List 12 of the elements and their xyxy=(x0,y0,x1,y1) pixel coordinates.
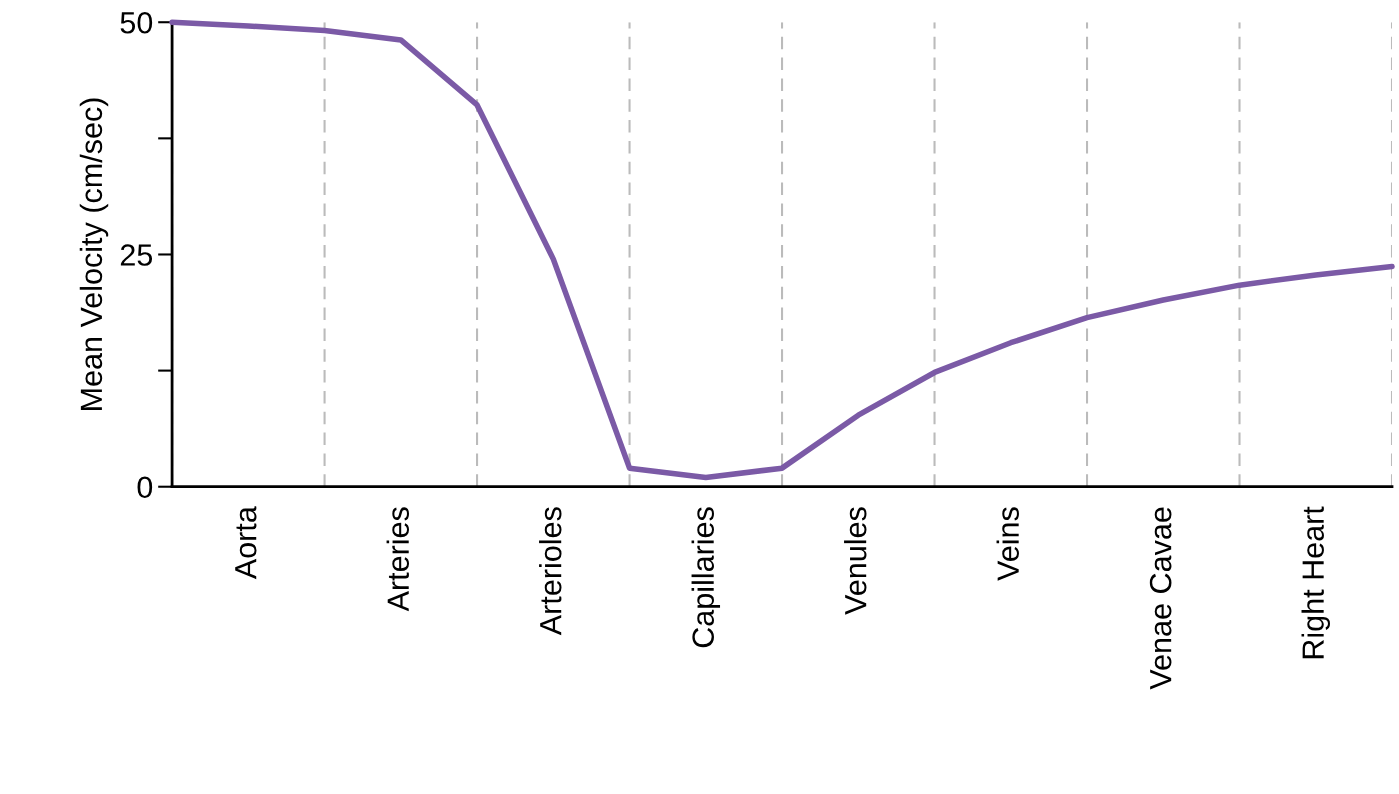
x-tick-label: Aorta xyxy=(235,506,257,580)
y-tick-label: 50 xyxy=(120,11,153,34)
x-tick-label: Venae Cavae xyxy=(1149,507,1172,690)
x-tick-label: Arteries xyxy=(386,507,410,612)
y-tick-label: 0 xyxy=(137,476,153,499)
x-tick-label: Arterioles xyxy=(539,507,562,636)
x-tick-label: Venules xyxy=(844,507,867,615)
y-axis-title: Mean Velocity (cm/sec) xyxy=(79,98,109,410)
y-tick-label: 25 xyxy=(120,244,153,266)
x-tick-label: Capillaries xyxy=(691,507,721,648)
x-tick-label: Veins xyxy=(996,507,1019,581)
x-tick-label: Right Heart xyxy=(1301,506,1330,659)
